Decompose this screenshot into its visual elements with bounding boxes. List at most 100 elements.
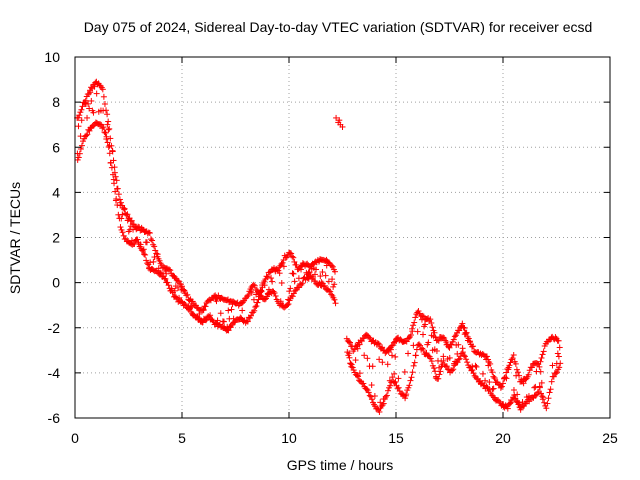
data-point [389,342,396,349]
data-point [291,258,298,265]
data-point [104,111,111,118]
data-point [550,373,557,380]
y-tick-label: 10 [44,49,60,65]
data-point [118,215,125,222]
data-point [443,363,450,370]
data-point [107,159,114,166]
data-point [207,312,214,319]
data-point [534,360,541,367]
data-point [276,264,283,271]
data-point [137,241,144,248]
data-point [512,395,519,402]
data-point [384,387,391,394]
data-point [135,223,142,230]
data-point [116,196,123,203]
data-point [291,278,298,285]
data-point [75,114,82,121]
data-point [485,356,492,363]
data-point [167,267,174,274]
data-point [387,382,394,389]
x-tick-label: 25 [602,430,618,446]
data-point [496,398,503,405]
data-point [437,368,444,375]
data-point [440,334,447,341]
data-point [83,132,90,139]
data-point [339,123,346,130]
data-point [85,100,92,107]
data-point [99,86,106,93]
data-point [391,338,398,345]
data-point [322,272,329,279]
data-point [128,217,135,224]
data-point [105,143,112,150]
data-point [165,282,172,289]
data-point [183,292,190,299]
data-point [547,386,554,393]
data-point [134,236,141,243]
data-point [410,322,417,329]
data-point [389,374,396,381]
data-point [356,370,363,377]
data-point [531,384,538,391]
data-point [412,314,419,321]
data-point [470,370,477,377]
data-point [114,185,121,192]
data-point [171,287,178,294]
data-point [290,254,297,261]
data-point [368,382,375,389]
data-point [462,353,469,360]
data-point [263,273,270,280]
data-point [78,106,85,113]
data-point [151,243,158,250]
data-point [147,236,154,243]
data-point [325,278,332,285]
data-point [552,370,559,377]
data-point [554,369,561,376]
data-point [507,359,514,366]
data-point [461,325,468,332]
data-point [271,290,278,297]
data-point [255,296,262,303]
data-point [384,361,391,368]
data-point [366,334,373,341]
data-point [532,392,539,399]
data-point [407,377,414,384]
data-point [200,307,207,314]
data-point [419,312,426,319]
data-point [427,316,434,323]
data-point [76,112,83,119]
data-point [97,121,104,128]
data-point [490,373,497,380]
x-tick-label: 20 [495,430,511,446]
data-point [455,341,462,348]
data-point [75,123,82,130]
data-point [482,377,489,384]
data-point [181,300,188,307]
data-point [428,320,435,327]
data-point [239,299,246,306]
data-point [154,251,161,258]
data-point [250,281,257,288]
data-point [508,356,515,363]
data-point [383,392,390,399]
data-point [163,270,170,277]
data-point [428,358,435,365]
data-point [405,350,412,357]
data-point [514,369,521,376]
data-point [329,263,336,270]
data-point [369,363,376,370]
data-point [556,344,563,351]
data-point [143,239,150,246]
data-point [99,125,106,132]
data-point [444,366,451,373]
data-point [473,363,480,370]
data-point [346,339,353,346]
data-point [509,397,516,404]
data-point [140,246,147,253]
data-point [93,90,100,97]
data-point [333,114,340,121]
data-point [503,375,510,382]
data-point [88,97,95,104]
data-point [420,347,427,354]
